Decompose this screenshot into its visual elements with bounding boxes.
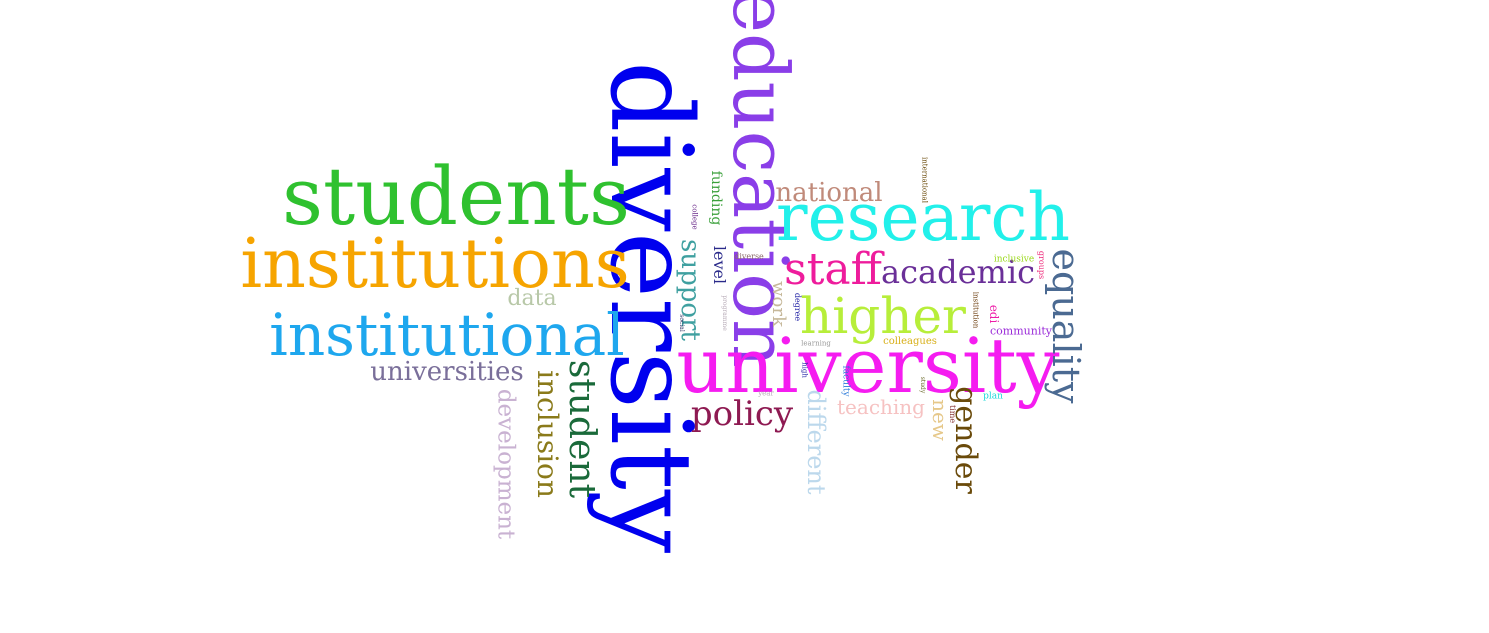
word-institutions: institutions — [240, 225, 630, 304]
word-groups: groups — [1037, 250, 1046, 280]
word-gender: gender — [948, 386, 983, 494]
word-social: social — [678, 314, 685, 332]
word-diverse: diverse — [734, 252, 764, 261]
word-study: study — [919, 376, 926, 394]
word-learning: learning — [801, 339, 831, 348]
word-funding: funding — [708, 170, 724, 226]
word-community: community — [990, 324, 1052, 338]
word-inclusion: inclusion — [531, 370, 564, 498]
word-universities: universities — [370, 357, 524, 387]
word-research: research — [776, 179, 1070, 256]
word-work: work — [768, 281, 789, 327]
word-institutional: institutional — [269, 301, 625, 369]
word-data: data — [507, 286, 557, 311]
word-university: university — [676, 321, 1060, 410]
word-different: different — [802, 389, 830, 495]
word-high: high — [800, 362, 809, 378]
word-staff: staff — [784, 244, 882, 295]
word-institution: institution — [971, 291, 980, 329]
word-level: level — [710, 245, 729, 285]
word-colleagues: colleagues — [883, 336, 937, 347]
word-edi: edi — [987, 304, 1001, 324]
word-policy: policy — [690, 394, 794, 434]
word-programme: programme — [721, 295, 728, 331]
word-student: student — [561, 359, 602, 499]
word-higher: higher — [800, 287, 966, 345]
word-equality: equality — [1044, 248, 1088, 404]
word-faculty: faculty — [840, 365, 851, 397]
word-national: national — [775, 178, 883, 208]
word-new: new — [928, 399, 952, 441]
word-college: college — [690, 204, 699, 230]
word-plan: plan — [983, 391, 1003, 402]
word-teaching: teaching — [837, 395, 925, 419]
word-time: time — [948, 404, 957, 424]
word-international: international — [920, 157, 929, 203]
word-degree: degree — [793, 292, 802, 322]
word-year: year — [758, 389, 774, 398]
word-academic: academic — [881, 253, 1035, 291]
word-students: students — [281, 150, 631, 243]
word-development: development — [492, 388, 519, 540]
word-inclusive: inclusive — [993, 254, 1035, 265]
